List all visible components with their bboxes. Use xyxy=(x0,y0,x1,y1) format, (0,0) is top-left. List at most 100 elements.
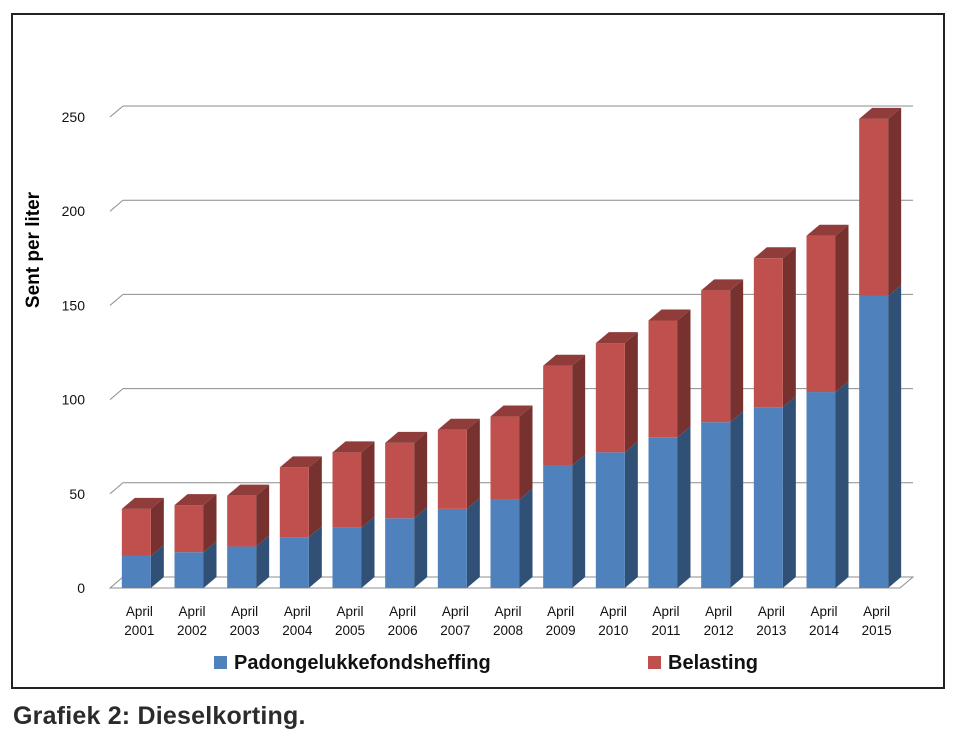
bar-belasting xyxy=(121,497,164,556)
bar-front xyxy=(701,422,731,588)
bar-front xyxy=(543,365,573,466)
bar-side xyxy=(730,411,744,588)
legend-label: Belasting xyxy=(668,652,758,674)
bar-front xyxy=(701,290,731,423)
bar-side xyxy=(414,507,428,588)
bar-top xyxy=(806,224,849,236)
chart-frame: 0 50 100 150 200 250 April 2001 April 2002 April 2… xyxy=(11,13,945,689)
bar-side xyxy=(835,381,849,588)
bar-front xyxy=(859,118,889,296)
bar-side xyxy=(256,535,270,588)
bar-padongelukkefondsheffing xyxy=(332,516,375,588)
bar-front xyxy=(859,295,889,588)
bar-side xyxy=(888,284,902,588)
x-tick-label: April 2004 xyxy=(282,604,313,638)
bar-front xyxy=(648,437,678,588)
bar-side xyxy=(677,309,691,438)
bar-belasting xyxy=(806,224,849,393)
bar-front xyxy=(279,467,309,538)
bar-top xyxy=(753,247,796,259)
legend-swatch xyxy=(648,656,661,669)
x-tick-label: April 2006 xyxy=(388,604,418,638)
x-tick-label: April 2001 xyxy=(124,604,154,638)
bar-front xyxy=(490,416,520,500)
bar-belasting xyxy=(701,279,744,423)
y-tick-label: 50 xyxy=(69,486,85,502)
bar-belasting xyxy=(648,309,691,438)
bar-padongelukkefondsheffing xyxy=(753,396,796,588)
bar-belasting xyxy=(543,354,586,466)
bar-front xyxy=(121,555,151,588)
gridline-side xyxy=(109,105,124,118)
x-tick-label: April 2012 xyxy=(704,604,734,638)
bar-padongelukkefondsheffing xyxy=(595,441,638,588)
y-tick-label: 150 xyxy=(62,297,86,313)
y-tick-label: 100 xyxy=(62,392,86,408)
bar-belasting xyxy=(385,431,428,519)
bar-side xyxy=(572,354,586,466)
bar-top xyxy=(279,456,322,468)
bar-top xyxy=(595,332,638,344)
bar-front xyxy=(490,499,520,588)
bar-front xyxy=(121,508,151,556)
bar-side xyxy=(782,396,796,588)
bar-padongelukkefondsheffing xyxy=(490,488,533,588)
y-axis-ticks: 0 50 100 150 200 250 xyxy=(62,109,86,596)
bar-side xyxy=(256,484,270,547)
bar-belasting xyxy=(227,484,270,547)
bar-top xyxy=(648,309,691,321)
x-tick-label: April 2014 xyxy=(809,604,840,638)
gridline-side xyxy=(109,199,124,212)
legend: Padongelukkefondsheffing Belasting xyxy=(214,652,758,674)
bar-side xyxy=(203,494,217,553)
y-axis-label: Sent per liter xyxy=(23,191,44,308)
bar-front xyxy=(753,258,783,408)
y-tick-label: 0 xyxy=(77,580,85,596)
bar-padongelukkefondsheffing xyxy=(121,544,164,588)
x-tick-label: April 2011 xyxy=(651,604,680,638)
bar-side xyxy=(308,456,322,538)
gridline-side xyxy=(109,388,124,400)
bar-side xyxy=(624,441,638,588)
bar-top xyxy=(227,484,270,496)
x-tick-label: April 2008 xyxy=(493,604,523,638)
bar-side xyxy=(308,526,322,588)
bar-padongelukkefondsheffing xyxy=(701,411,744,588)
bar-front xyxy=(227,495,257,547)
legend-item: Belasting xyxy=(648,652,758,674)
bar-belasting xyxy=(595,332,638,453)
x-tick-label: April 2003 xyxy=(230,604,260,638)
bar-front xyxy=(753,407,783,588)
x-tick-label: April 2007 xyxy=(440,604,470,638)
bar-side xyxy=(203,541,217,588)
bar-padongelukkefondsheffing xyxy=(385,507,428,588)
bar-belasting xyxy=(437,418,480,509)
bar-belasting xyxy=(859,107,902,296)
bar-belasting xyxy=(279,456,322,538)
x-tick-label: April 2015 xyxy=(862,604,892,638)
bar-side xyxy=(150,497,164,556)
y-tick-label: 200 xyxy=(62,203,86,219)
bar-padongelukkefondsheffing xyxy=(806,381,849,588)
bar-top xyxy=(174,494,217,506)
bar-padongelukkefondsheffing xyxy=(174,541,217,588)
bar-front xyxy=(385,518,415,588)
bar-top xyxy=(385,431,428,443)
bar-belasting xyxy=(174,494,217,553)
bar-padongelukkefondsheffing xyxy=(543,454,586,588)
bar-belasting xyxy=(753,247,796,408)
bar-side xyxy=(466,497,480,588)
bar-front xyxy=(543,465,573,588)
bar-front xyxy=(806,235,836,393)
bar-side xyxy=(519,488,533,588)
bar-top xyxy=(121,497,164,509)
legend-label: Padongelukkefondsheffing xyxy=(234,652,491,674)
bar-side xyxy=(361,441,375,528)
bar-top xyxy=(859,107,902,119)
x-tick-label: April 2010 xyxy=(598,604,628,638)
bar-top xyxy=(437,418,480,430)
bar-side xyxy=(466,418,480,509)
x-axis-ticks: April 2001 April 2002 April 2003 April 2004 Apri… xyxy=(124,604,891,638)
gridline-side xyxy=(109,482,124,495)
